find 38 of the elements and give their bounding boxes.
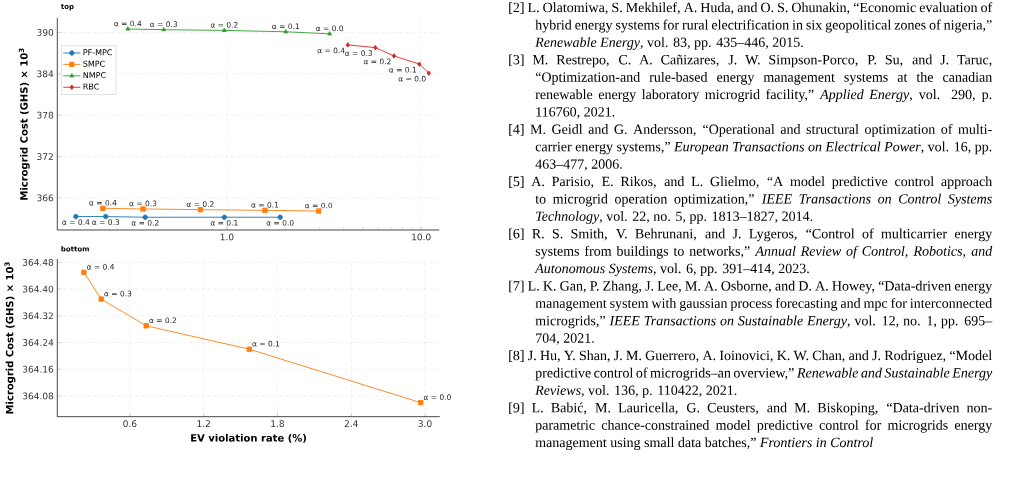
point (418, 400, 424, 406)
legend-label: RBC (83, 83, 99, 90)
y-tick-label: 364.32 (22, 312, 53, 320)
point (143, 323, 149, 329)
y-axis-title: Microgrid Cost (GHS) × 10$^{3}$ (4, 262, 16, 414)
text: [2] L. Olatomiwa, S. Mekhilef, A. Huda, and O. S. Ohunakin, “Economic evaluation of hybrid energy systems for rural electrification in six geopolitical zones of nigeria,” Renewable Energy, vol. 83, pp. 435–446, 2015. (509, 2, 993, 50)
text: [7] L. K. Gan, P. Zhang, J. Lee, M. A. Osborne, and D. A. Howey, “Data-driven energy management system with gaussian process forecasting and mpc for interconnected microgrids,” IEEE Transactions on Sustainable Energy, vol. 12, no. 1, pp. 695–704, 2021. (509, 280, 993, 345)
y-tick-label: 364.24 (22, 339, 54, 346)
text: [5] A. Parisio, E. Rikos, and L. Glielmo, “A model predictive control approach to microgrid operation optimization,” IEEE Transactions on Control Systems Technology, vol. 22, no. 5, pp. 1813–1827, 2014. (509, 176, 993, 224)
legend-label: NMPC (83, 72, 106, 79)
point (246, 346, 252, 352)
x-tick-label: 3.0 (418, 420, 432, 428)
x-tick-label: 0.6 (123, 420, 137, 428)
y-tick-label: 364.08 (22, 392, 54, 400)
legend-label: PF-MPC (83, 49, 112, 56)
x-tick-label: 2.4 (344, 420, 358, 427)
y-tick-label: 372 (37, 153, 53, 160)
x-tick-label: 1.8 (271, 420, 284, 428)
text: [8] J. Hu, Y. Shan, J. M. Guerrero, A. Ioinovici, K. W. Chan, and J. Rodriguez, “Model predictive control of microgrids–an overview,” Renewable and Sustainable Energy Reviews, vol. 136, p. 110422, 2021. (509, 350, 993, 398)
y-tick-label: 364.48 (22, 258, 54, 266)
text: [4] M. Geidl and G. Andersson, “Operational and structural optimization of multi-carrier energy systems,” European Transactions on Electrical Power, vol. 16, pp. 463–477, 2006. (509, 123, 992, 171)
x-tick-label: 10.0 (412, 233, 431, 241)
y-tick-label: 378 (37, 111, 54, 119)
x-tick-label: 1.2 (197, 420, 210, 427)
point (81, 269, 87, 276)
x-tick-label: 1.0 (220, 233, 234, 241)
y-tick-label: 384 (37, 70, 54, 78)
x-axis-title: EV violation rate (%) (191, 433, 307, 443)
text: [6] R. S. Smith, V. Behrunani, and J. Lygeros, “Control of multicarrier energy systems from buildings to networks,” Annual Review of Control, Robotics, and Autonomous Systems, vol. 6, pp. 391–414, 2023. (509, 228, 993, 277)
text: [9] L. Babić, M. Lauricella, G. Ceusters, and M. Biskoping, “Data-driven non-parametric chance-constrained model predictive control for microgrids energy management using small data batches,” Frontiers in Control (509, 402, 993, 451)
legend-label: SMPC (83, 60, 105, 67)
text: [3] M. Restrepo, C. A. Cañizares, J. W. Simpson-Porco, P. Su, and J. Taruc, “Optimization-and rule-based energy management systems at the canadian renewable energy laboratory microgrid facility,” Applied Energy, vol. 290, p. 116760, 2021. (509, 54, 993, 119)
y-tick-label: 390 (37, 29, 54, 36)
y-tick-label: 364.40 (22, 285, 54, 293)
y-axis-title: Microgrid Cost (GHS) × 10$^{3}$ (18, 48, 30, 200)
y-tick-label: 366 (37, 194, 54, 202)
point (98, 296, 104, 302)
y-tick-label: 364.16 (22, 365, 54, 373)
